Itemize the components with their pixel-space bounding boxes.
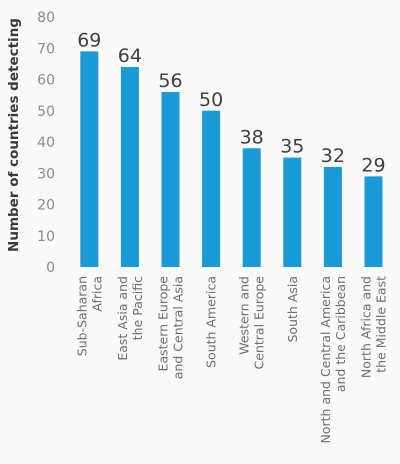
y-axis-title: Number of countries detecting [6,18,22,252]
bar [80,51,99,267]
category-label: East Asia andthe Pacific [115,276,145,361]
bar [364,176,383,267]
y-tick-label: 60 [37,73,55,89]
value-labels: 69 64 56 50 38 35 32 29 [77,29,385,176]
category-label: North and Central Americaand the Caribbe… [318,276,348,443]
category-labels: Sub-SaharanAfrica East Asia andthe Pacifi… [74,276,388,444]
data-label: 69 [77,29,101,51]
bar [161,92,180,267]
y-axis-ticks: 0 10 20 30 40 50 60 70 80 [37,10,55,276]
data-label: 32 [321,145,345,167]
category-label: Eastern Europeand Central Asia [156,276,186,379]
bar [323,167,342,267]
category-label: Western andCentral Europe [237,276,267,370]
y-tick-label: 30 [37,166,55,182]
data-label: 56 [158,70,182,92]
bar [202,110,221,267]
y-tick-label: 40 [37,135,55,151]
category-label: Sub-SaharanAfrica [74,276,104,356]
y-tick-label: 10 [37,229,55,245]
bars [80,51,383,267]
category-label: North Africa andthe Middle East [359,276,389,378]
y-tick-label: 20 [37,198,55,214]
y-tick-label: 50 [37,104,55,120]
data-label: 38 [240,126,264,148]
data-label: 29 [361,154,385,176]
y-tick-label: 70 [37,41,55,57]
bar [120,67,139,267]
bar [242,148,261,267]
y-tick-label: 0 [46,260,55,276]
category-label: South Asia [285,276,300,343]
data-label: 50 [199,89,223,111]
category-label: South America [204,276,219,368]
y-tick-label: 80 [37,10,55,26]
data-label: 35 [280,136,304,158]
data-label: 64 [118,45,142,67]
bar [283,157,302,267]
